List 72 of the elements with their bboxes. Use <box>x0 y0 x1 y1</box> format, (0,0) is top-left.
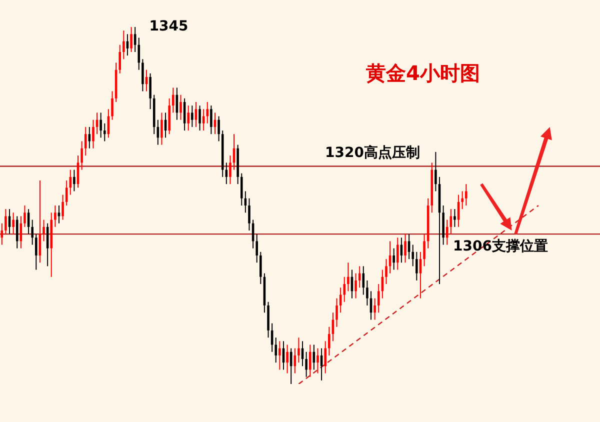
candlestick <box>464 184 468 206</box>
candlestick <box>229 155 232 185</box>
candlestick <box>149 72 152 110</box>
candlestick <box>454 208 456 228</box>
candlestick <box>336 298 338 328</box>
candlestick <box>8 208 11 235</box>
candlestick <box>305 351 308 378</box>
candlestick <box>324 340 326 374</box>
candlestick <box>4 208 7 235</box>
candlestick <box>62 194 64 220</box>
candlestick <box>298 337 300 364</box>
candlestick <box>35 234 38 270</box>
candlestick <box>412 244 414 267</box>
candlestick <box>274 337 278 364</box>
candlestick <box>194 101 198 128</box>
candlestick <box>408 234 410 260</box>
candlestick <box>256 234 258 264</box>
candlestick <box>16 216 18 249</box>
candlestick <box>240 172 243 206</box>
candlestick <box>396 237 399 270</box>
candlestick <box>180 94 182 120</box>
annotation: 1345 <box>149 18 188 35</box>
candlestick <box>404 234 406 264</box>
candlestick <box>54 205 56 228</box>
candlestick <box>248 198 250 231</box>
candlestick <box>260 251 262 285</box>
candlestick <box>104 122 106 142</box>
candlestick <box>377 284 380 314</box>
candlestick <box>286 344 288 374</box>
ref-line-label: 1320高点压制 <box>325 144 420 161</box>
candlestick <box>191 105 194 128</box>
candlestick <box>218 116 220 142</box>
candlestick <box>100 112 102 138</box>
text: 黄金4小时图 <box>365 61 480 86</box>
candlestick <box>423 234 426 267</box>
candlestick <box>206 101 209 124</box>
candlestick <box>31 219 34 246</box>
candlestick <box>308 344 312 378</box>
candlestick <box>142 58 144 92</box>
candlestick <box>385 258 388 285</box>
candlestick <box>80 140 83 170</box>
candlestick <box>138 37 140 70</box>
candlestick <box>374 298 376 320</box>
candlestick <box>354 272 357 299</box>
candlestick <box>130 26 132 52</box>
candlestick <box>111 90 114 120</box>
candlestick <box>434 151 437 192</box>
candlestick <box>84 126 87 156</box>
candlestick <box>450 208 452 235</box>
candlestick <box>328 326 330 356</box>
candlestick <box>278 340 281 370</box>
candlestick <box>73 169 76 192</box>
candlestick <box>210 105 212 135</box>
candlestick <box>366 280 368 306</box>
candlestick <box>343 276 346 302</box>
ref-line-label: 1306支撑位置 <box>453 238 548 255</box>
candlestick <box>12 212 14 235</box>
candlestick <box>392 248 395 270</box>
candlestick <box>92 119 94 149</box>
candlestick <box>122 30 125 60</box>
candlestick <box>134 26 136 52</box>
candlestick <box>416 251 418 281</box>
candlestick <box>24 205 26 228</box>
candlestick <box>347 262 350 292</box>
candlestick <box>172 87 174 114</box>
candlestick <box>198 105 201 132</box>
candlestick <box>118 44 122 74</box>
candlestick <box>316 348 319 374</box>
candlestick <box>160 112 163 146</box>
candlestick <box>187 105 190 132</box>
candlestick <box>42 219 45 242</box>
candlestick <box>461 190 464 210</box>
